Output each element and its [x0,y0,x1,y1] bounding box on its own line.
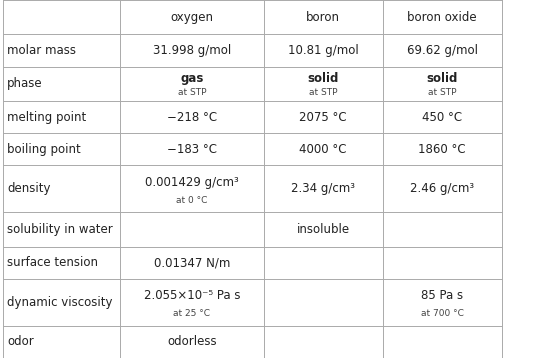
Text: at STP: at STP [428,88,456,97]
Text: solubility in water: solubility in water [7,223,113,236]
Text: 0.01347 N/m: 0.01347 N/m [154,256,230,269]
Text: 0.001429 g/cm³: 0.001429 g/cm³ [145,176,239,189]
Text: boiling point: boiling point [7,143,81,156]
Text: odor: odor [7,335,34,348]
Text: 450 °C: 450 °C [422,111,462,124]
Text: at 25 °C: at 25 °C [174,309,210,318]
Text: 4000 °C: 4000 °C [300,143,347,156]
Text: density: density [7,182,51,195]
Text: 2075 °C: 2075 °C [299,111,347,124]
Text: 1860 °C: 1860 °C [418,143,466,156]
Text: insoluble: insoluble [296,223,350,236]
Text: gas: gas [180,73,204,86]
Text: −183 °C: −183 °C [167,143,217,156]
Text: 2.055×10⁻⁵ Pa s: 2.055×10⁻⁵ Pa s [144,289,240,302]
Text: boron: boron [306,11,340,24]
Text: 10.81 g/mol: 10.81 g/mol [288,44,359,57]
Text: 85 Pa s: 85 Pa s [421,289,464,302]
Text: at 700 °C: at 700 °C [421,309,464,318]
Text: 2.46 g/cm³: 2.46 g/cm³ [410,182,474,195]
Text: phase: phase [7,77,43,90]
Text: at STP: at STP [177,88,206,97]
Text: odorless: odorless [167,335,217,348]
Text: surface tension: surface tension [7,256,98,269]
Text: boron oxide: boron oxide [407,11,477,24]
Text: melting point: melting point [7,111,86,124]
Text: oxygen: oxygen [170,11,213,24]
Text: 69.62 g/mol: 69.62 g/mol [407,44,478,57]
Text: dynamic viscosity: dynamic viscosity [7,296,112,309]
Text: 2.34 g/cm³: 2.34 g/cm³ [291,182,355,195]
Text: 31.998 g/mol: 31.998 g/mol [153,44,231,57]
Text: molar mass: molar mass [7,44,76,57]
Text: −218 °C: −218 °C [167,111,217,124]
Text: at STP: at STP [309,88,337,97]
Text: at 0 °C: at 0 °C [176,195,207,204]
Text: solid: solid [426,73,458,86]
Text: solid: solid [307,73,339,86]
